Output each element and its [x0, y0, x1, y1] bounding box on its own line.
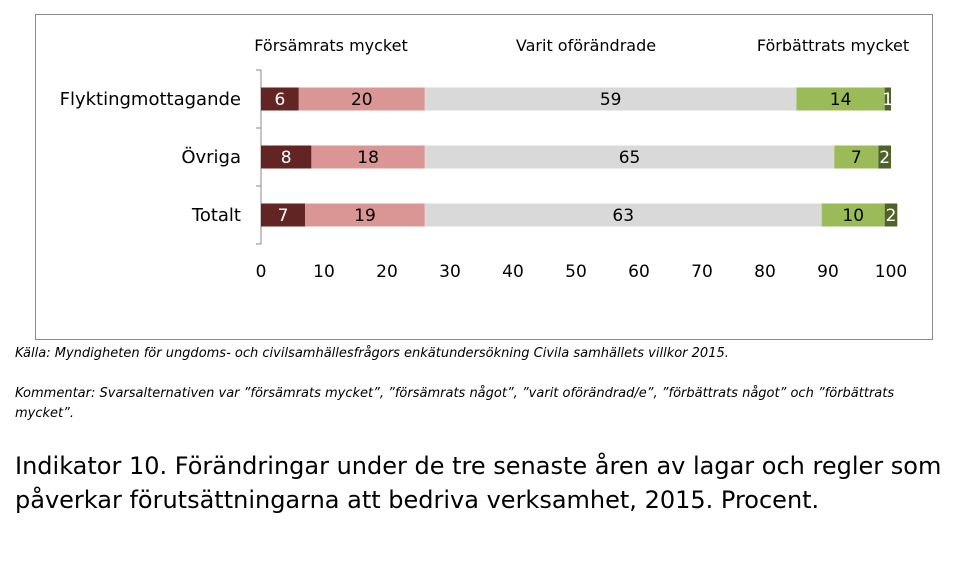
x-tick-label: 80 — [754, 262, 776, 282]
category-label: Övriga — [181, 146, 241, 168]
data-label: 20 — [351, 90, 373, 110]
x-tick-label: 100 — [875, 262, 907, 282]
x-tick-label: 30 — [439, 262, 461, 282]
bar-segment — [884, 203, 898, 227]
bar-segment — [311, 145, 425, 169]
data-label: 6 — [274, 90, 285, 110]
data-label: 10 — [842, 206, 864, 226]
category-label: Flyktingmottagande — [60, 89, 241, 110]
x-tick-label: 60 — [628, 262, 650, 282]
x-tick-label: 70 — [691, 262, 713, 282]
data-label: 1 — [882, 90, 893, 110]
x-tick-label: 10 — [313, 262, 335, 282]
data-label: 63 — [612, 206, 634, 226]
bar-segment — [305, 203, 425, 227]
header-label: Varit oförändrade — [516, 36, 656, 55]
data-label: 19 — [354, 206, 376, 226]
chart-frame: Försämrats mycket Varit oförändrade Förbät… — [35, 14, 933, 340]
data-label: 14 — [830, 90, 852, 110]
data-label: 18 — [357, 148, 379, 168]
data-label: 7 — [851, 148, 862, 168]
bar-segment — [424, 145, 835, 169]
header-label: Förbättrats mycket — [757, 36, 909, 55]
x-tick-label: 20 — [376, 262, 398, 282]
data-label: 2 — [886, 206, 897, 226]
data-label: 7 — [278, 206, 289, 226]
data-label: 8 — [281, 148, 292, 168]
bar-segment — [261, 203, 306, 227]
source-note: Källa: Myndigheten för ungdoms- och civi… — [15, 346, 729, 361]
data-label: 2 — [879, 148, 890, 168]
bar-segment — [424, 203, 822, 227]
category-label: Totalt — [191, 205, 241, 226]
bar-segment — [884, 87, 891, 111]
data-label: 59 — [600, 90, 622, 110]
bar-segment — [298, 87, 425, 111]
header-label: Försämrats mycket — [254, 36, 407, 55]
x-tick-label: 40 — [502, 262, 524, 282]
figure-caption: Indikator 10. Förändringar under de tre … — [15, 452, 942, 514]
x-tick-label: 90 — [817, 262, 839, 282]
data-label: 65 — [619, 148, 641, 168]
bar-segment — [796, 87, 885, 111]
bar-segment — [261, 87, 299, 111]
stacked-bar-chart: Försämrats mycket Varit oförändrade Förbät… — [60, 36, 910, 282]
comment-note: Kommentar: Svarsalternativen var ”försäm… — [15, 386, 895, 421]
bar-segment — [821, 203, 885, 227]
bar-segment — [878, 145, 891, 169]
x-tick-label: 50 — [565, 262, 587, 282]
bar-segment — [261, 145, 312, 169]
bar-segment — [834, 145, 879, 169]
bar-segment — [424, 87, 797, 111]
x-tick-label: 0 — [256, 262, 267, 282]
